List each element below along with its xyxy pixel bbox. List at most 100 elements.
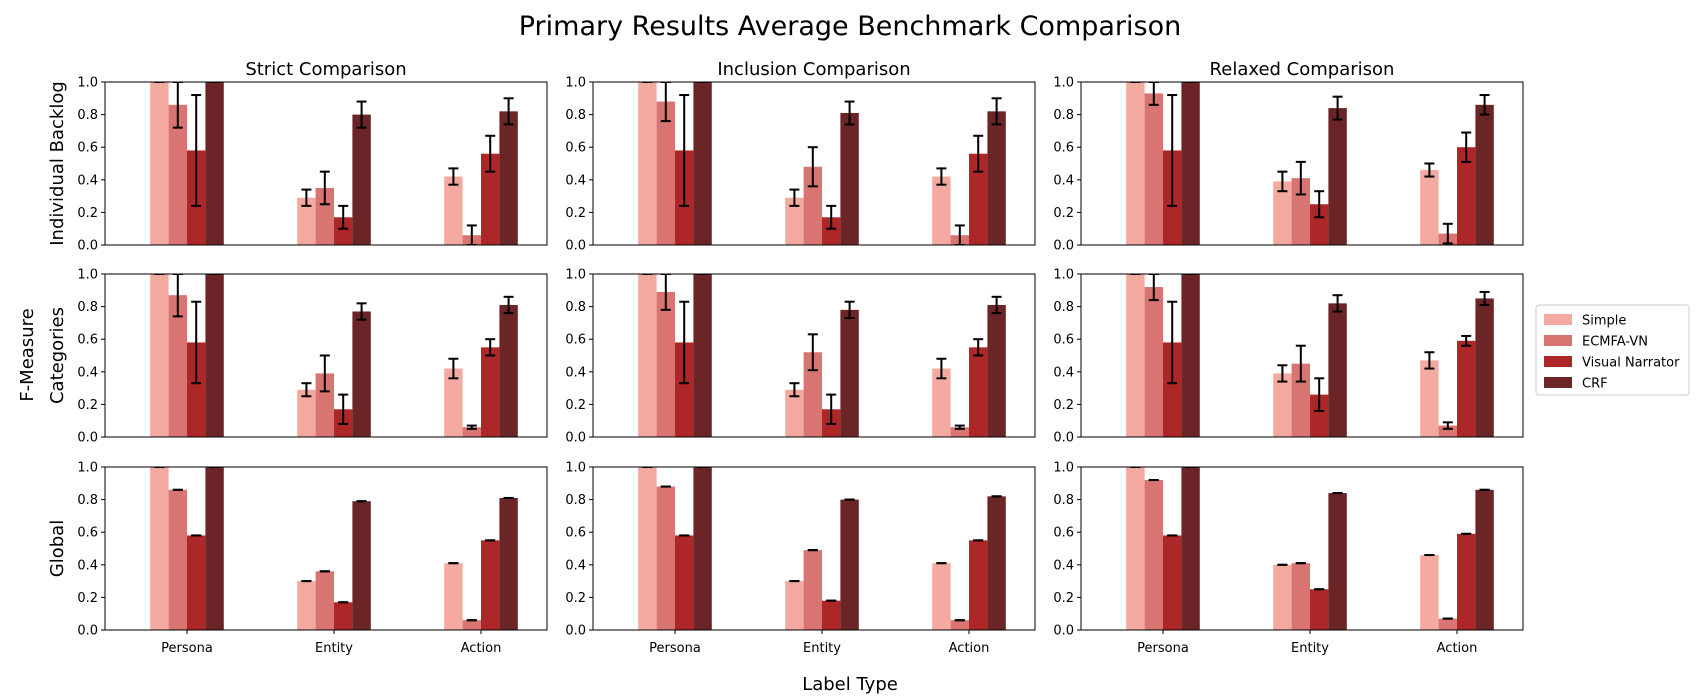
bar-crf-persona (693, 82, 712, 245)
y-tick-label: 0.0 (1053, 431, 1074, 446)
bar-ecmfa-vn-entity (803, 550, 822, 630)
bar-crf-persona (1181, 82, 1200, 245)
bar-ecmfa-vn-action (462, 620, 481, 630)
y-tick-label: 0.2 (77, 591, 98, 606)
bar-ecmfa-vn-action (1438, 425, 1457, 437)
y-tick-label: 0.6 (565, 333, 586, 348)
bar-simple-persona (1126, 82, 1145, 245)
axes-frame (592, 81, 1036, 246)
y-tick-label: 0.0 (77, 431, 98, 446)
y-tick-label: 1.0 (1053, 76, 1074, 91)
y-tick-label: 0.8 (1053, 493, 1074, 508)
y-tick-label: 0.6 (1053, 141, 1074, 156)
bar-crf-action (987, 111, 1006, 245)
legend-label: Simple (1582, 314, 1626, 329)
bar-visual-narrator-persona (1163, 342, 1182, 437)
y-tick-label: 0.2 (1053, 206, 1074, 221)
panel-2-0: 0.0 0.2 0.4 0.6 0.8 1.0 Persona Entity Action Glo… (47, 461, 548, 656)
y-tick-label: 0.4 (565, 558, 586, 573)
y-tick-label: 0.8 (1053, 300, 1074, 315)
y-tick-label: 1.0 (1053, 268, 1074, 283)
bar-visual-narrator-action (969, 347, 988, 437)
y-tick-label: 1.0 (77, 76, 98, 91)
axes-frame (1080, 273, 1524, 438)
y-tick-label: 0.2 (565, 206, 586, 221)
legend-swatch (1544, 356, 1572, 367)
bar-crf-action (499, 497, 518, 630)
y-tick-label: 0.0 (77, 239, 98, 254)
legend-swatch (1544, 314, 1572, 325)
bar-crf-entity (840, 309, 859, 437)
bar-crf-action (1475, 298, 1494, 437)
bar-visual-narrator-entity (1310, 204, 1329, 245)
y-tick-label: 0.8 (77, 493, 98, 508)
x-tick-label: Persona (1137, 641, 1189, 656)
bar-simple-entity (1273, 564, 1292, 630)
y-tick-label: 0.6 (77, 141, 98, 156)
bar-simple-entity (1273, 181, 1292, 245)
y-tick-label: 0.6 (77, 526, 98, 541)
panel-0-2: 0.0 0.2 0.4 0.6 0.8 1.0 Relaxed Comparison (1053, 59, 1524, 254)
panel-1-0: 0.0 0.2 0.4 0.6 0.8 1.0 Categories (47, 268, 548, 446)
y-tick-label: 0.2 (1053, 591, 1074, 606)
y-tick-label: 0.6 (1053, 526, 1074, 541)
bar-ecmfa-vn-entity (1291, 563, 1310, 630)
y-tick-label: 0.0 (77, 624, 98, 639)
bar-visual-narrator-entity (334, 602, 353, 630)
bar-visual-narrator-action (1457, 340, 1476, 437)
y-tick-label: 0.8 (77, 300, 98, 315)
panel-grid: 0.0 0.2 0.4 0.6 0.8 1.0 Strict Comparison Indiv… (47, 59, 1524, 656)
bar-ecmfa-vn-action (1438, 618, 1457, 630)
bar-simple-action (1420, 555, 1439, 630)
panel-bars (638, 82, 1006, 245)
y-tick-label: 0.6 (1053, 333, 1074, 348)
bar-visual-narrator-persona (187, 535, 206, 630)
bar-simple-persona (1126, 467, 1145, 630)
bar-crf-persona (693, 274, 712, 437)
axes-frame (1080, 466, 1524, 631)
axes-frame (592, 273, 1036, 438)
axes-frame (104, 273, 548, 438)
y-tick-label: 0.2 (1053, 398, 1074, 413)
bar-crf-action (499, 111, 518, 245)
bar-crf-persona (205, 82, 224, 245)
y-tick-label: 0.0 (565, 431, 586, 446)
bar-visual-narrator-action (1457, 147, 1476, 245)
y-tick-label: 0.2 (77, 398, 98, 413)
column-title: Strict Comparison (245, 59, 406, 80)
y-tick-label: 0.0 (1053, 239, 1074, 254)
y-tick-label: 0.2 (565, 591, 586, 606)
axes-frame (592, 466, 1036, 631)
panel-bars (638, 467, 1006, 630)
panel-bars (1126, 467, 1494, 630)
y-tick-label: 0.6 (565, 141, 586, 156)
figure-title: Primary Results Average Benchmark Compar… (519, 11, 1181, 42)
bar-crf-entity (352, 114, 371, 245)
bar-ecmfa-vn-action (950, 620, 969, 630)
bar-simple-action (932, 368, 951, 437)
panel-0-0: 0.0 0.2 0.4 0.6 0.8 1.0 Strict Comparison Indiv… (47, 59, 548, 254)
bar-simple-entity (785, 581, 804, 630)
panel-bars (150, 82, 518, 245)
y-tick-label: 0.8 (565, 108, 586, 123)
bar-crf-action (1475, 104, 1494, 245)
bar-simple-entity (297, 389, 316, 437)
x-tick-label: Entity (803, 641, 841, 656)
panel-bars (1126, 82, 1494, 245)
x-tick-label: Persona (161, 641, 213, 656)
bar-ecmfa-vn-persona (168, 104, 187, 245)
bar-crf-entity (352, 501, 371, 630)
x-tick-label: Persona (649, 641, 701, 656)
bar-ecmfa-vn-action (462, 427, 481, 437)
bar-crf-action (499, 304, 518, 437)
bar-simple-action (444, 176, 463, 245)
y-tick-label: 0.8 (565, 300, 586, 315)
bar-crf-action (987, 496, 1006, 630)
y-tick-label: 0.6 (77, 333, 98, 348)
bar-simple-action (444, 368, 463, 437)
row-label: Global (47, 520, 68, 577)
bar-visual-narrator-entity (1310, 589, 1329, 630)
bar-simple-persona (150, 467, 169, 630)
bar-visual-narrator-entity (1310, 394, 1329, 437)
